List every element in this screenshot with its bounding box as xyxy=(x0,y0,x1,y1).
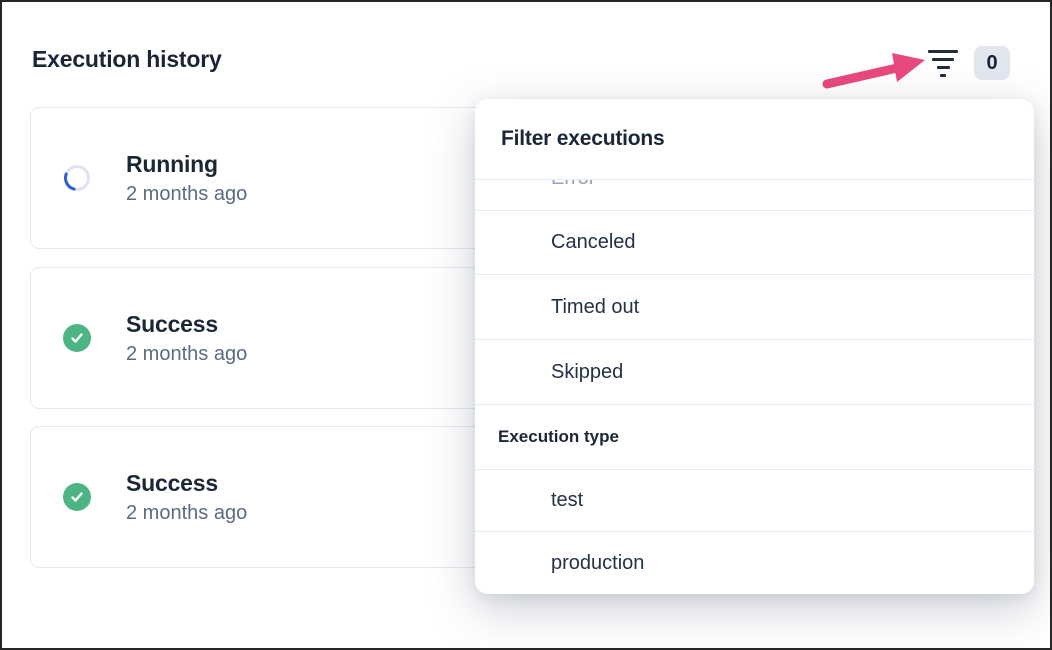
execution-status: Success xyxy=(126,310,218,337)
filter-item-label: Error xyxy=(551,180,595,190)
execution-time: 2 months ago xyxy=(126,182,248,205)
filter-button[interactable] xyxy=(924,44,962,82)
execution-time: 2 months ago xyxy=(126,342,248,365)
success-check-icon xyxy=(63,483,91,511)
filter-item-production[interactable]: production xyxy=(475,532,1034,594)
annotation-arrow-icon xyxy=(822,53,925,89)
filter-count-badge: 0 xyxy=(974,46,1010,80)
execution-status: Running xyxy=(126,150,218,177)
execution-time: 2 months ago xyxy=(126,501,248,524)
filter-item-skipped[interactable]: Skipped xyxy=(475,340,1034,405)
filter-executions-panel: Filter executions Error Canceled Timed o… xyxy=(475,99,1034,594)
success-check-icon xyxy=(63,324,91,352)
running-spinner-icon xyxy=(64,165,90,191)
page-title: Execution history xyxy=(32,46,222,72)
filter-item-error[interactable]: Error xyxy=(475,180,1034,211)
execution-status: Success xyxy=(126,469,218,496)
filter-section-execution-type: Execution type xyxy=(475,405,1034,470)
filter-panel-title: Filter executions xyxy=(475,99,1034,180)
filter-item-test[interactable]: test xyxy=(475,470,1034,532)
filter-item-canceled[interactable]: Canceled xyxy=(475,211,1034,275)
filter-item-timed-out[interactable]: Timed out xyxy=(475,275,1034,340)
